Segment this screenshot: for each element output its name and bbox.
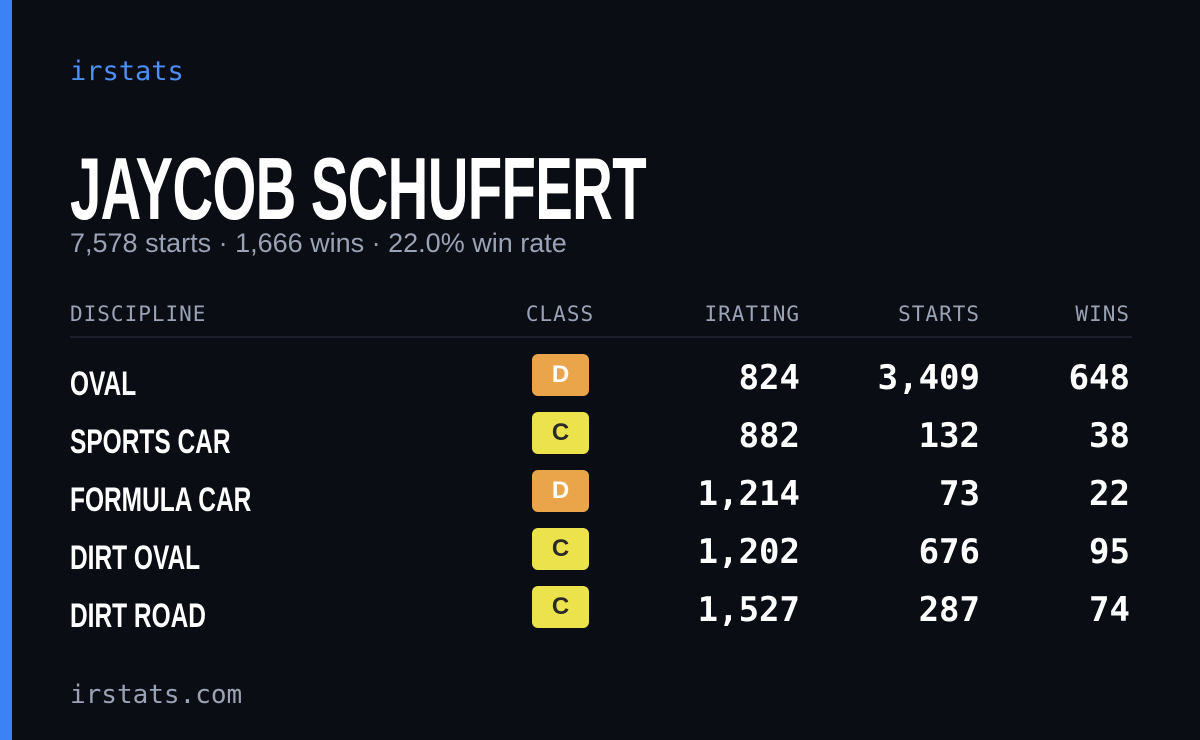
discipline: SPORTS CAR xyxy=(70,423,231,461)
irating-value: 1,202 xyxy=(697,532,800,572)
class-badge: C xyxy=(532,412,589,454)
column-header: IRATING xyxy=(704,302,800,326)
footer: irstats.com xyxy=(70,680,243,710)
starts-value: 132 xyxy=(918,416,980,456)
class-badge: C xyxy=(532,528,589,570)
starts-value: 3,409 xyxy=(877,358,980,398)
driver-summary: 7,578 starts · 1,666 wins · 22.0% win ra… xyxy=(70,228,567,258)
class-badge: C xyxy=(532,586,589,628)
wins-value: 74 xyxy=(1089,590,1130,630)
wins-value: 95 xyxy=(1089,532,1130,572)
irating-value: 1,214 xyxy=(697,474,800,514)
column-header: DISCIPLINE xyxy=(70,302,207,326)
column-header: WINS xyxy=(1075,302,1130,326)
starts-value: 73 xyxy=(939,474,980,514)
column-header: STARTS xyxy=(898,302,980,326)
column-header: CLASS xyxy=(525,302,595,326)
accent-bar xyxy=(0,0,12,740)
class-badge: D xyxy=(532,470,589,512)
wins-value: 22 xyxy=(1089,474,1130,514)
irating-value: 1,527 xyxy=(697,590,800,630)
discipline: DIRT OVAL xyxy=(70,539,201,577)
discipline: FORMULA CAR xyxy=(70,481,252,519)
discipline: OVAL xyxy=(70,365,137,403)
class-badge: D xyxy=(532,354,589,396)
irating-value: 882 xyxy=(738,416,800,456)
header-divider xyxy=(70,336,1132,338)
irating-value: 824 xyxy=(738,358,800,398)
driver-name: JAYCOB SCHUFFERT xyxy=(70,139,647,238)
discipline: DIRT ROAD xyxy=(70,597,207,635)
starts-value: 676 xyxy=(918,532,980,572)
brand: irstats xyxy=(70,56,184,87)
wins-value: 38 xyxy=(1089,416,1130,456)
starts-value: 287 xyxy=(918,590,980,630)
wins-value: 648 xyxy=(1068,358,1130,398)
